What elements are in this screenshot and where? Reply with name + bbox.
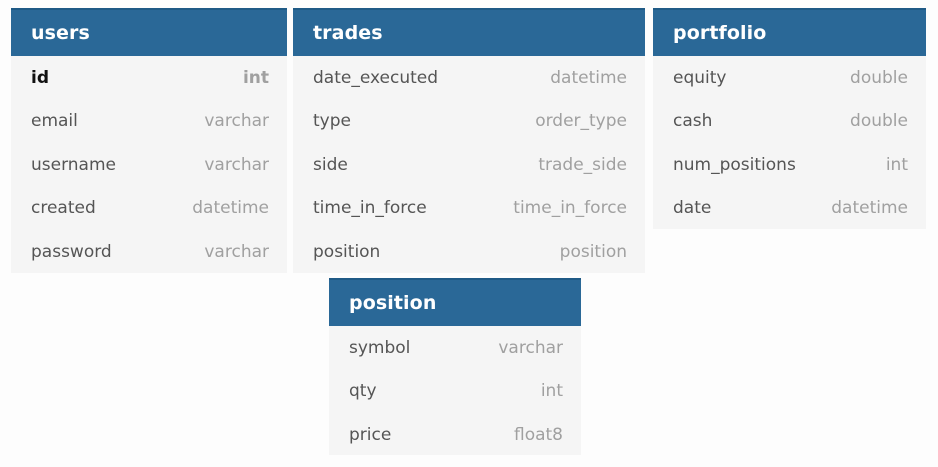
field-row[interactable]: date datetime xyxy=(653,187,926,231)
field-type: order_type xyxy=(535,111,627,132)
field-type: datetime xyxy=(192,198,269,219)
field-name: price xyxy=(349,424,392,445)
table-trades[interactable]: trades date_executed datetime type order… xyxy=(293,8,645,273)
field-type: datetime xyxy=(550,67,627,88)
field-type: int xyxy=(885,154,908,175)
field-type: float8 xyxy=(513,424,563,445)
field-type: double xyxy=(850,111,908,132)
field-type: varchar xyxy=(498,337,563,358)
field-name: id xyxy=(31,67,49,88)
field-type: double xyxy=(850,67,908,88)
table-users[interactable]: users id int email varchar username varc… xyxy=(11,8,287,273)
field-type: int xyxy=(540,381,563,402)
field-name: qty xyxy=(349,381,377,402)
field-name: equity xyxy=(673,67,727,88)
field-name: date xyxy=(673,198,712,219)
field-row[interactable]: created datetime xyxy=(11,187,287,231)
table-header[interactable]: trades xyxy=(293,8,645,56)
table-title: portfolio xyxy=(673,22,767,44)
table-title: position xyxy=(349,292,437,314)
field-row[interactable]: equity double xyxy=(653,56,926,100)
field-name: time_in_force xyxy=(313,198,427,219)
field-type: int xyxy=(242,67,269,88)
table-portfolio[interactable]: portfolio equity double cash double num_… xyxy=(653,8,926,229)
field-type: position xyxy=(559,241,627,262)
table-header[interactable]: portfolio xyxy=(653,8,926,56)
field-row[interactable]: time_in_force time_in_force xyxy=(293,187,645,231)
field-name: email xyxy=(31,111,78,132)
table-header[interactable]: users xyxy=(11,8,287,56)
field-row[interactable]: price float8 xyxy=(329,413,581,457)
field-name: position xyxy=(313,241,381,262)
field-row[interactable]: type order_type xyxy=(293,100,645,144)
field-name: date_executed xyxy=(313,67,439,88)
field-name: username xyxy=(31,154,116,175)
field-row[interactable]: symbol varchar xyxy=(329,326,581,370)
field-type: varchar xyxy=(204,111,269,132)
field-row[interactable]: side trade_side xyxy=(293,143,645,187)
field-name: cash xyxy=(673,111,713,132)
field-row[interactable]: cash double xyxy=(653,100,926,144)
field-type: datetime xyxy=(831,198,908,219)
field-name: num_positions xyxy=(673,154,796,175)
field-row[interactable]: password varchar xyxy=(11,230,287,274)
field-type: trade_side xyxy=(538,154,627,175)
field-row[interactable]: id int xyxy=(11,56,287,100)
field-name: created xyxy=(31,198,96,219)
field-row[interactable]: position position xyxy=(293,230,645,274)
field-type: varchar xyxy=(204,241,269,262)
field-row[interactable]: qty int xyxy=(329,370,581,414)
field-row[interactable]: email varchar xyxy=(11,100,287,144)
field-name: side xyxy=(313,154,348,175)
table-title: trades xyxy=(313,22,383,44)
field-row[interactable]: num_positions int xyxy=(653,143,926,187)
field-type: time_in_force xyxy=(513,198,627,219)
table-title: users xyxy=(31,22,90,44)
field-name: password xyxy=(31,241,112,262)
field-name: type xyxy=(313,111,351,132)
table-position[interactable]: position symbol varchar qty int price fl… xyxy=(329,278,581,455)
table-header[interactable]: position xyxy=(329,278,581,326)
field-row[interactable]: username varchar xyxy=(11,143,287,187)
field-name: symbol xyxy=(349,337,411,358)
field-row[interactable]: date_executed datetime xyxy=(293,56,645,100)
field-type: varchar xyxy=(204,154,269,175)
